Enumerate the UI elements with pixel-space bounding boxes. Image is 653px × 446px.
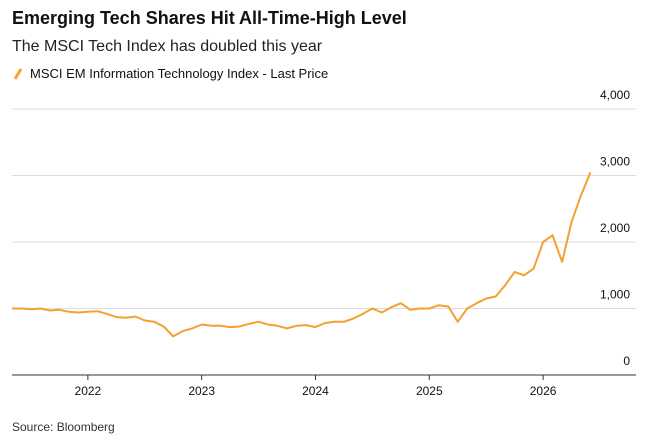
x-tick-label: 2023 [188, 384, 215, 398]
legend-label: MSCI EM Information Technology Index - L… [30, 66, 328, 81]
x-tick-label: 2024 [302, 384, 329, 398]
line-series [12, 171, 592, 338]
y-tick-label: 2,000 [600, 221, 630, 235]
x-tick-label: 2022 [75, 384, 102, 398]
source: Source: Bloomberg [12, 420, 115, 434]
y-tick-label: 0 [623, 354, 630, 368]
y-tick-label: 1,000 [600, 288, 630, 302]
x-tick-label: 2025 [416, 384, 443, 398]
y-tick-label: 3,000 [600, 155, 630, 169]
chart-title: Emerging Tech Shares Hit All-Time-High L… [12, 8, 407, 28]
x-tick-label: 2026 [530, 384, 557, 398]
chart-subtitle: The MSCI Tech Index has doubled this yea… [12, 38, 323, 55]
legend-swatch [13, 68, 23, 80]
y-tick-label: 4,000 [600, 88, 630, 102]
